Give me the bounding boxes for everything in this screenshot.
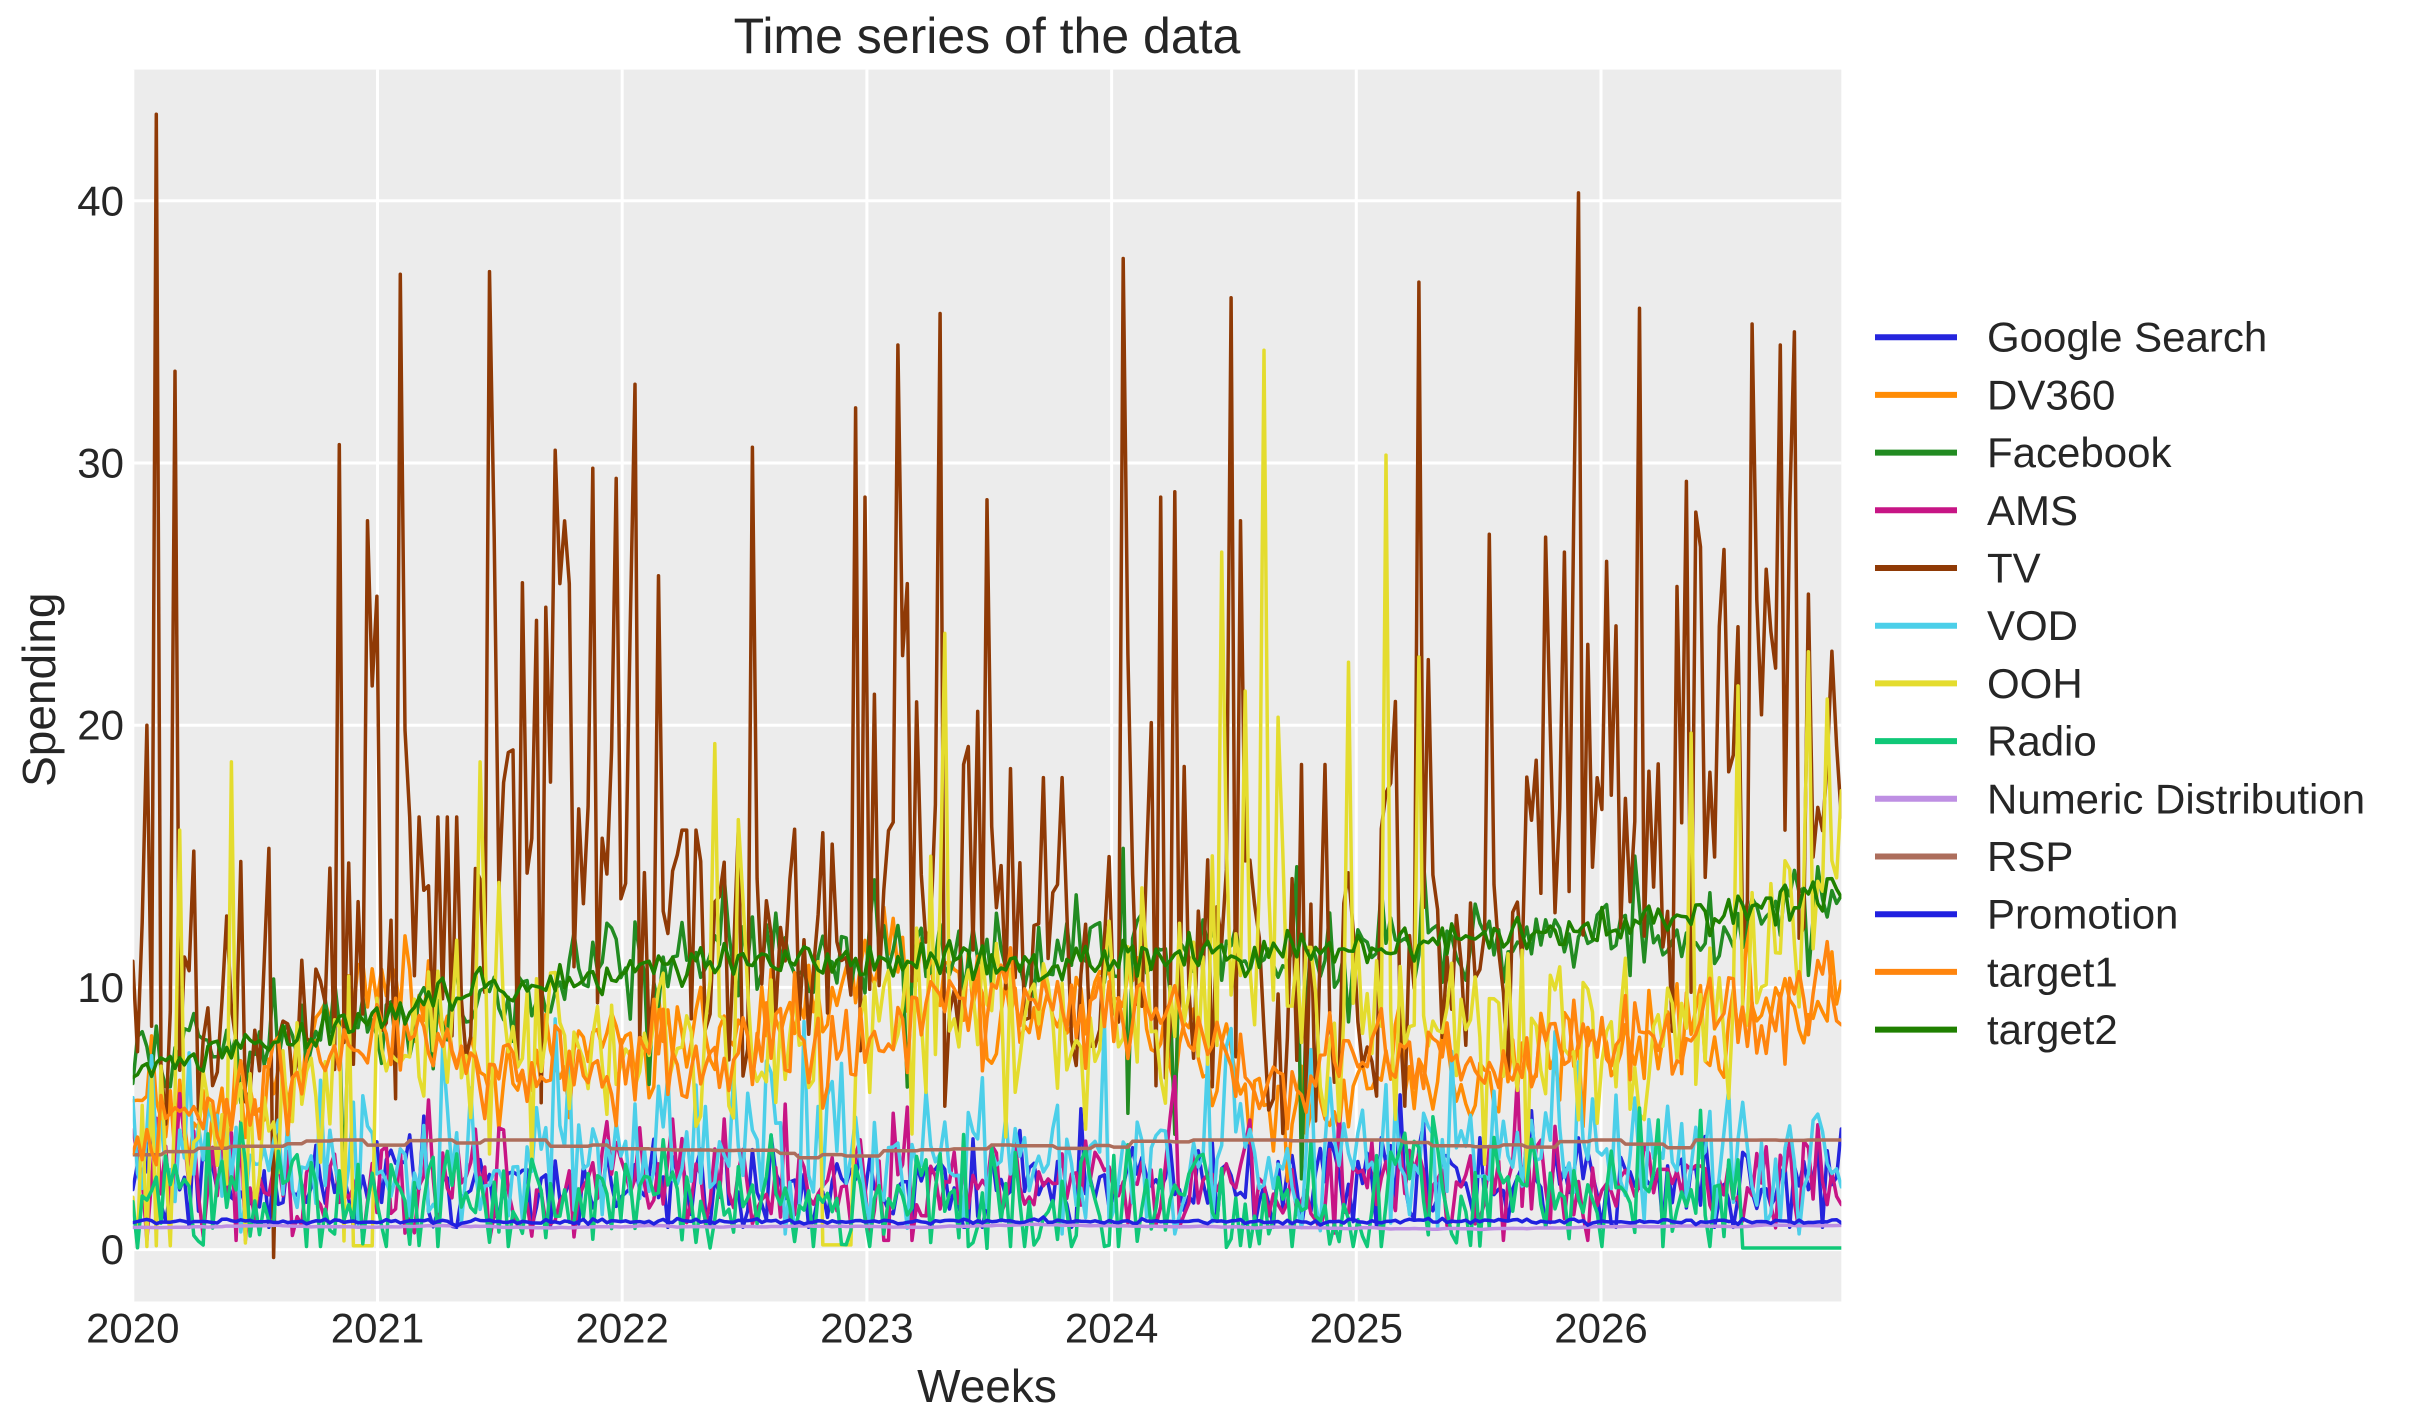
svg-text:2025: 2025 (1310, 1305, 1403, 1352)
svg-text:target1: target1 (1987, 948, 2118, 995)
svg-text:2022: 2022 (575, 1305, 668, 1352)
svg-text:Facebook: Facebook (1987, 429, 2172, 476)
svg-text:Weeks: Weeks (917, 1360, 1057, 1412)
svg-text:Google Search: Google Search (1987, 314, 2267, 361)
svg-text:Radio: Radio (1987, 718, 2097, 765)
svg-text:2023: 2023 (820, 1305, 913, 1352)
svg-text:30: 30 (77, 440, 124, 487)
svg-text:OOH: OOH (1987, 660, 2083, 707)
svg-text:RSP: RSP (1987, 833, 2073, 880)
svg-text:2026: 2026 (1554, 1305, 1647, 1352)
svg-text:DV360: DV360 (1987, 371, 2115, 418)
svg-text:10: 10 (77, 964, 124, 1011)
svg-text:AMS: AMS (1987, 487, 2078, 534)
svg-text:Promotion: Promotion (1987, 891, 2178, 938)
svg-text:2020: 2020 (86, 1305, 179, 1352)
svg-text:VOD: VOD (1987, 602, 2078, 649)
svg-text:Spending: Spending (13, 592, 65, 786)
svg-text:40: 40 (77, 177, 124, 224)
svg-text:20: 20 (77, 702, 124, 749)
svg-text:2024: 2024 (1065, 1305, 1158, 1352)
svg-text:Time series of the data: Time series of the data (734, 8, 1241, 64)
svg-text:0: 0 (101, 1226, 124, 1273)
svg-text:Numeric Distribution: Numeric Distribution (1987, 775, 2365, 822)
svg-text:TV: TV (1987, 545, 2041, 592)
svg-text:2021: 2021 (331, 1305, 424, 1352)
svg-text:target2: target2 (1987, 1006, 2118, 1053)
